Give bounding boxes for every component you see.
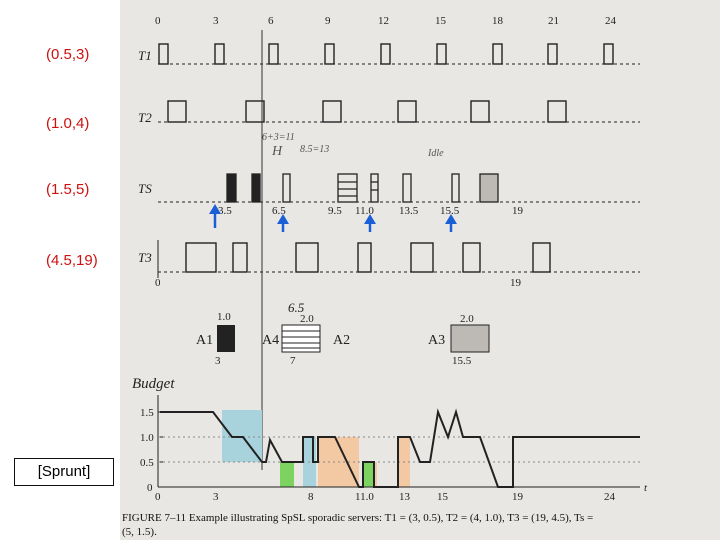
handwritten-notes: 6+3=11 H 8.5=13 Idle bbox=[262, 132, 444, 159]
a1-box bbox=[217, 325, 235, 352]
a2-label: A2 bbox=[333, 333, 350, 348]
ts-ticks: 3.5 6.5 9.5 11.0 13.5 15.5 19 bbox=[218, 205, 524, 217]
note-6plus3: 6+3=11 bbox=[262, 132, 295, 143]
budget-y-0: 0 bbox=[147, 482, 153, 494]
budget-chart: Budget 1.5 1.0 0.5 0 0 3 8 11.0 13 15 19… bbox=[132, 376, 648, 503]
budget-x-19: 19 bbox=[512, 491, 524, 503]
shade-green-2 bbox=[364, 462, 374, 487]
ts-tick-6.5: 6.5 bbox=[272, 205, 286, 217]
label-t3-params: (4.5,19) bbox=[46, 252, 98, 269]
a1-label: A1 bbox=[196, 333, 213, 348]
top-tick-15: 15 bbox=[435, 15, 447, 27]
a1-size: 1.0 bbox=[217, 311, 231, 323]
budget-x-0: 0 bbox=[155, 491, 161, 503]
scanned-figure bbox=[120, 0, 720, 540]
aperiodic-jobs: 6.5 1.0 A1 3 2.0 A4 7 A2 2.0 A3 15.5 bbox=[196, 300, 490, 367]
row-t2: T2 bbox=[138, 100, 640, 125]
figure-caption-line2: (5, 1.5). bbox=[122, 526, 157, 538]
budget-y-1.5: 1.5 bbox=[140, 407, 154, 419]
a3-size: 2.0 bbox=[460, 313, 474, 325]
label-t1-params: (0.5,3) bbox=[46, 46, 90, 63]
a4-size: 2.0 bbox=[300, 313, 314, 325]
shade-green-1 bbox=[280, 462, 294, 487]
budget-x-3: 3 bbox=[213, 491, 219, 503]
t3-tick-0: 0 bbox=[155, 277, 161, 289]
row-t1: T1 bbox=[138, 43, 640, 65]
ts-tick-13.5: 13.5 bbox=[399, 205, 419, 217]
top-tick-12: 12 bbox=[378, 15, 389, 27]
note-h: H bbox=[271, 144, 283, 159]
budget-x-13: 13 bbox=[399, 491, 411, 503]
budget-y-1.0: 1.0 bbox=[140, 432, 154, 444]
top-tick-0: 0 bbox=[155, 15, 161, 27]
label-t2-params: (1.0,4) bbox=[46, 115, 90, 132]
budget-t-label: t bbox=[644, 482, 648, 494]
budget-x-15: 15 bbox=[437, 491, 449, 503]
a4-label: A4 bbox=[262, 333, 279, 348]
budget-y-0.5: 0.5 bbox=[140, 457, 154, 469]
top-tick-9: 9 bbox=[325, 15, 331, 27]
budget-title: Budget bbox=[132, 376, 175, 392]
budget-x-24: 24 bbox=[604, 491, 616, 503]
row-label-t2: T2 bbox=[138, 110, 152, 125]
top-tick-6: 6 bbox=[268, 15, 274, 27]
top-tick-18: 18 bbox=[492, 15, 504, 27]
ts-tick-15.5: 15.5 bbox=[440, 205, 460, 217]
row-label-t1: T1 bbox=[138, 48, 152, 63]
top-tick-21: 21 bbox=[548, 15, 559, 27]
a3-label: A3 bbox=[428, 333, 445, 348]
note-85: 8.5=13 bbox=[300, 144, 329, 155]
row-ts: TS bbox=[138, 173, 640, 203]
row-t3: T3 bbox=[138, 240, 640, 278]
budget-line bbox=[160, 408, 640, 488]
ts-tick-3.5: 3.5 bbox=[218, 205, 232, 217]
a3-time: 15.5 bbox=[452, 355, 472, 367]
a3-box bbox=[450, 324, 490, 353]
note-idle: Idle bbox=[427, 148, 444, 159]
t3-tick-19: 19 bbox=[510, 277, 522, 289]
a4-stripes bbox=[282, 330, 320, 349]
ts-tick-19: 19 bbox=[512, 205, 524, 217]
row-label-t3: T3 bbox=[138, 250, 152, 265]
row-label-ts: TS bbox=[138, 181, 152, 196]
budget-x-8: 8 bbox=[308, 491, 314, 503]
a1-time: 3 bbox=[215, 355, 221, 367]
ts-tick-11.0: 11.0 bbox=[355, 205, 374, 217]
citation-box: [Sprunt] bbox=[14, 458, 114, 486]
a4-time: 7 bbox=[290, 355, 296, 367]
ts-tick-9.5: 9.5 bbox=[328, 205, 342, 217]
top-tick-3: 3 bbox=[213, 15, 219, 27]
top-axis: 0 3 6 9 12 15 18 21 24 bbox=[155, 15, 617, 27]
label-ts-params: (1.5,5) bbox=[46, 181, 90, 198]
replenish-arrows bbox=[209, 204, 457, 232]
note-65: 6.5 bbox=[288, 300, 305, 315]
top-tick-24: 24 bbox=[605, 15, 617, 27]
budget-x-11.0: 11.0 bbox=[355, 491, 374, 503]
figure-caption-line1: FIGURE 7–11 Example illustrating SpSL sp… bbox=[122, 512, 593, 524]
